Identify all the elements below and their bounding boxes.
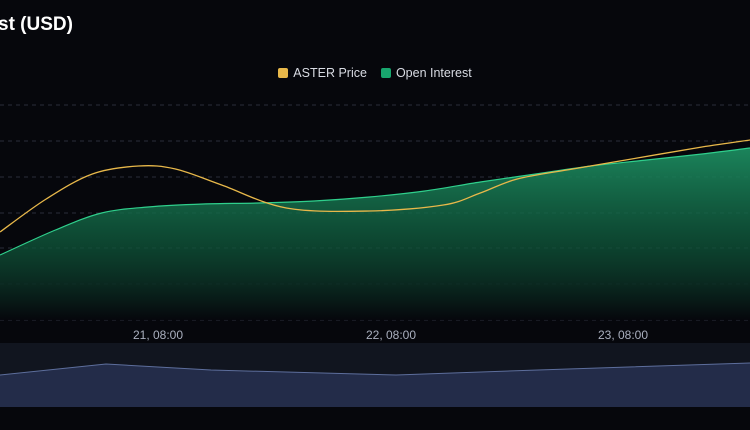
aster-price-line xyxy=(0,139,750,233)
legend-item-open-interest[interactable]: Open Interest xyxy=(380,66,472,80)
legend-swatch-price xyxy=(278,68,289,78)
x-tick-label: 22, 08:00 xyxy=(366,328,416,342)
navigator-area xyxy=(0,363,750,407)
legend-swatch-open-interest xyxy=(380,68,391,78)
x-tick-label: 23, 08:00 xyxy=(598,328,648,342)
open-interest-line xyxy=(0,147,750,256)
series-layer xyxy=(0,139,750,320)
chart-title: st (USD) xyxy=(0,14,73,35)
open-interest-area xyxy=(0,148,750,320)
legend-item-price[interactable]: ASTER Price xyxy=(278,66,367,80)
navigator[interactable] xyxy=(0,343,750,407)
legend: ASTER Price Open Interest xyxy=(0,66,750,80)
x-axis: 21, 08:00 22, 08:00 23, 08:00 xyxy=(133,328,648,342)
legend-label-open-interest: Open Interest xyxy=(395,66,472,80)
legend-label-price: ASTER Price xyxy=(293,66,367,80)
x-tick-label: 21, 08:00 xyxy=(133,328,183,342)
navigator-line xyxy=(0,362,750,376)
